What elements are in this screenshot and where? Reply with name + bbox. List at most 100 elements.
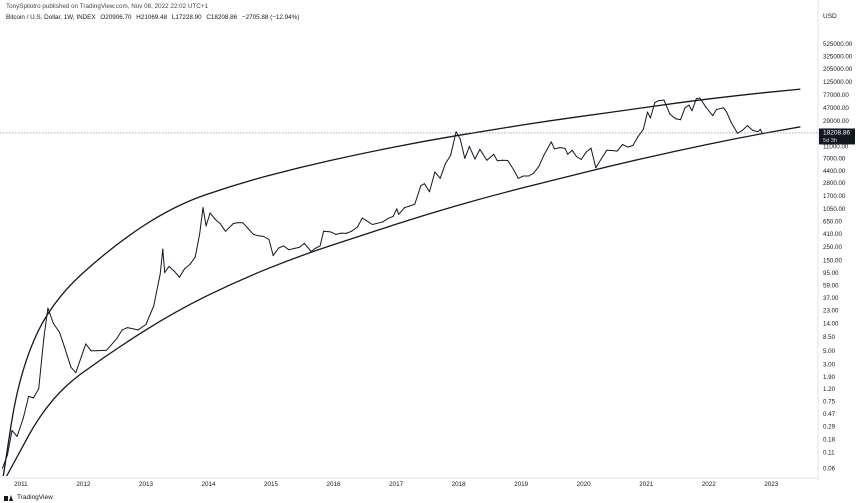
price-point	[606, 149, 608, 151]
price-point	[464, 157, 466, 159]
price-point	[43, 337, 45, 339]
price-point	[699, 97, 701, 99]
x-tick-label: 2011	[14, 481, 28, 488]
price-point	[382, 221, 384, 223]
price-point	[647, 111, 648, 113]
y-tick-label: 7000.00	[823, 156, 846, 163]
x-tick-label: 2019	[514, 481, 529, 488]
price-point	[153, 305, 155, 307]
y-tick-label: 0.75	[823, 398, 836, 405]
price-point	[199, 233, 201, 235]
price-point	[730, 122, 732, 123]
price-point	[741, 130, 743, 131]
bar-countdown: 5d 3h	[823, 138, 837, 144]
price-point	[178, 276, 180, 278]
price-point	[314, 248, 316, 249]
price-point	[357, 226, 358, 228]
price-point	[168, 265, 170, 267]
lower-curve	[6, 126, 801, 477]
price-point	[513, 169, 515, 171]
y-tick-label: 29000.00	[823, 118, 849, 125]
price-point	[444, 163, 446, 165]
price-point	[737, 132, 738, 134]
price-point	[688, 104, 690, 106]
open-value: O20906.70	[100, 14, 132, 21]
y-tick-label: 0.11	[823, 449, 835, 456]
y-tick-label: 1.90	[823, 374, 836, 381]
price-point	[622, 144, 623, 145]
price-point	[225, 230, 226, 232]
price-point	[95, 350, 97, 352]
low-value: L17228.90	[171, 14, 202, 21]
price-point	[486, 159, 488, 161]
y-tick-label: 205000.00	[823, 66, 853, 73]
price-point	[90, 350, 92, 352]
price-point	[319, 245, 321, 247]
price-point	[85, 343, 87, 345]
y-tick-label: 14.00	[823, 321, 839, 328]
price-point	[507, 160, 509, 161]
price-point	[219, 223, 221, 225]
price-point	[371, 224, 373, 225]
x-tick-label: 2023	[764, 481, 779, 488]
price-point	[361, 217, 363, 219]
price-point	[75, 372, 77, 374]
price-point	[420, 185, 422, 187]
price-point	[258, 235, 259, 237]
price-point	[468, 145, 470, 147]
price-point	[550, 141, 552, 143]
price-point	[209, 212, 211, 214]
x-tick-label: 2014	[202, 481, 217, 488]
y-tick-label: 3.00	[823, 362, 836, 369]
price-point	[423, 183, 425, 185]
last-price-label: 18208.86 5d 3h	[819, 128, 855, 145]
y-tick-label: 8.50	[823, 334, 836, 341]
price-point	[340, 232, 342, 234]
price-point	[303, 242, 305, 244]
attribution-text: TonySpilotro published on TradingView.co…	[6, 3, 209, 10]
price-point	[684, 107, 686, 109]
price-point	[408, 205, 410, 207]
price-point	[162, 248, 164, 250]
price-point	[232, 223, 234, 225]
change-value: −2705.88 (−12.94%)	[241, 14, 300, 21]
price-point	[272, 255, 274, 257]
price-point	[632, 144, 634, 146]
y-tick-label: 37.00	[823, 295, 839, 302]
footer-brand[interactable]: TradingView	[4, 494, 53, 501]
price-point	[675, 118, 677, 120]
price-point	[64, 347, 66, 349]
y-tick-label: 0.18	[823, 436, 836, 443]
x-tick-label: 2012	[76, 481, 91, 488]
price-point	[396, 208, 398, 210]
y-tick-label: 95.00	[823, 270, 839, 277]
price-point	[601, 157, 603, 159]
price-point	[538, 165, 540, 167]
price-point	[288, 249, 290, 251]
y-tick-label: 1.20	[823, 386, 836, 393]
price-point	[649, 117, 651, 119]
price-point	[757, 131, 759, 133]
y-tick-label: 4400.00	[823, 168, 846, 175]
price-point	[345, 232, 347, 234]
price-point	[571, 149, 573, 151]
price-point	[479, 148, 481, 150]
price-point	[691, 110, 693, 112]
price-point	[429, 191, 430, 193]
price-point	[637, 135, 639, 137]
price-point	[121, 329, 123, 331]
price-point	[106, 349, 107, 351]
price-point	[590, 147, 592, 149]
price-point	[759, 128, 761, 130]
x-tick-label: 2017	[389, 481, 404, 488]
y-tick-label: 47000.00	[823, 105, 849, 112]
price-point	[580, 159, 582, 160]
x-tick-label: 2020	[577, 481, 592, 488]
price-point	[595, 167, 597, 169]
price-point	[202, 207, 204, 208]
price-point	[159, 273, 161, 275]
y-tick-label: 23.00	[823, 307, 839, 314]
price-point	[247, 228, 249, 229]
price-point	[80, 356, 82, 358]
